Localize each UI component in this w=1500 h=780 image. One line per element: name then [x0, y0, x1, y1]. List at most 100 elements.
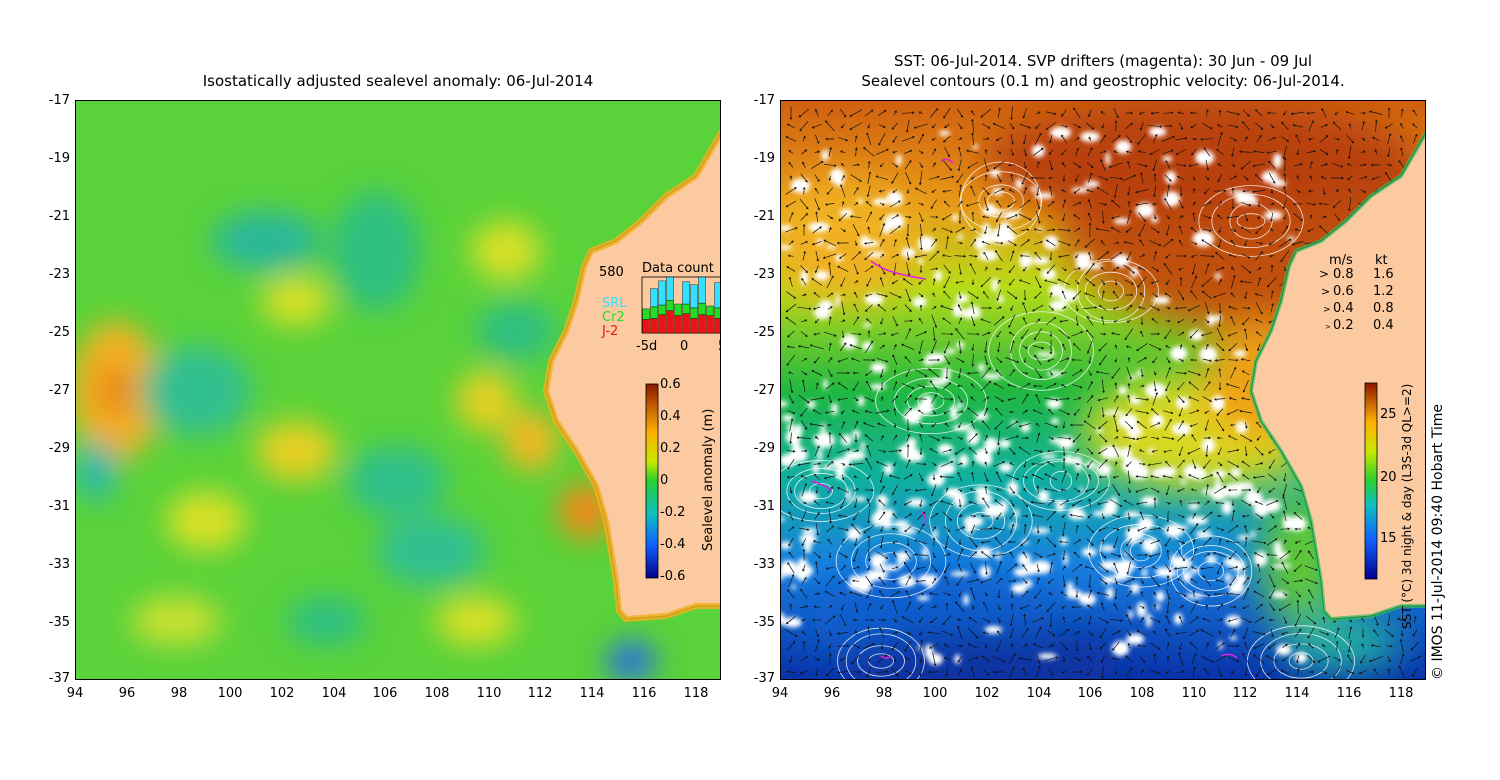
- velocity-arrow: [825, 203, 835, 206]
- velocity-arrow: [827, 423, 833, 427]
- velocity-arrow: [1125, 408, 1133, 417]
- velocity-arrow: [1022, 409, 1028, 415]
- velocity-arrow: [1136, 553, 1148, 557]
- cloud-patch: [852, 429, 861, 439]
- velocity-arrow: [1073, 397, 1082, 401]
- velocity-arrow: [815, 668, 819, 677]
- velocity-arrow: [1165, 319, 1171, 323]
- velocity-arrow: [1309, 214, 1313, 220]
- velocity-arrow: [1088, 615, 1092, 625]
- cloud-patch: [1225, 615, 1242, 627]
- velocity-arrow: [1135, 202, 1149, 207]
- velocity-arrow: [1137, 357, 1147, 363]
- velocity-arrow: [1086, 538, 1094, 546]
- velocity-arrow: [1035, 318, 1041, 324]
- velocity-arrow: [853, 397, 859, 402]
- velocity-arrow: [1254, 318, 1263, 323]
- velocity-arrow: [931, 605, 938, 609]
- velocity-arrow: [1061, 189, 1067, 193]
- cloud-patch: [978, 363, 985, 372]
- sealevel-anomaly-map[interactable]: 580 Data count SRL Cr2 J-2 -5d 0 5 0.6 0…: [75, 100, 721, 680]
- velocity-arrow: [994, 396, 1004, 403]
- velocity-arrow: [1307, 228, 1315, 233]
- velocity-arrow: [1166, 642, 1170, 650]
- velocity-arrow: [1257, 276, 1262, 287]
- velocity-arrow: [1321, 670, 1328, 674]
- velocity-arrow: [996, 630, 1001, 636]
- cloud-patch: [1271, 591, 1288, 598]
- cloud-patch: [1100, 545, 1115, 552]
- velocity-arrow: [913, 553, 928, 556]
- velocity-arrow: [891, 253, 900, 258]
- velocity-arrow: [992, 553, 1006, 558]
- velocity-arrow: [1137, 266, 1146, 271]
- velocity-arrow: [1088, 356, 1092, 364]
- velocity-arrow: [889, 200, 901, 208]
- velocity-arrow: [1255, 226, 1263, 235]
- velocity-arrow: [1218, 382, 1222, 391]
- velocity-arrow: [1153, 591, 1157, 596]
- velocity-arrow: [1190, 358, 1198, 362]
- velocity-arrow: [892, 540, 898, 544]
- velocity-arrow: [918, 279, 924, 285]
- velocity-arrow: [867, 160, 871, 169]
- velocity-arrow: [828, 262, 832, 276]
- velocity-arrow: [933, 278, 936, 286]
- velocity-arrow: [1095, 227, 1110, 232]
- right-x-tick: 94: [771, 686, 789, 701]
- velocity-arrow: [980, 551, 991, 559]
- velocity-arrow: [945, 602, 949, 611]
- velocity-arrow: [955, 526, 966, 532]
- sst-map[interactable]: m/s kt > 0.8 1.6 > 0.6 1.2 > 0.4 0.8 > 0…: [780, 100, 1426, 680]
- velocity-arrow: [828, 605, 833, 609]
- cloud-patch: [1068, 511, 1087, 520]
- velocity-arrow: [1412, 629, 1418, 637]
- velocity-arrow: [1045, 536, 1057, 548]
- velocity-arrow: [919, 304, 923, 311]
- velocity-arrow: [930, 199, 938, 210]
- velocity-arrow: [1113, 319, 1118, 323]
- velocity-arrow: [1140, 669, 1144, 675]
- velocity-arrow: [1292, 202, 1303, 206]
- velocity-arrow: [931, 393, 937, 404]
- velocity-arrow: [916, 566, 926, 570]
- velocity-arrow: [1124, 279, 1134, 285]
- velocity-arrow: [957, 159, 962, 172]
- velocity-arrow: [1023, 289, 1027, 301]
- velocity-arrow: [903, 474, 913, 480]
- velocity-arrow: [1348, 123, 1352, 129]
- velocity-arrow: [971, 279, 975, 286]
- velocity-arrow: [852, 618, 859, 622]
- velocity-arrow: [957, 123, 963, 130]
- svg-text:5: 5: [718, 339, 721, 354]
- cloud-patch: [1170, 346, 1188, 361]
- velocity-arrow: [929, 592, 939, 596]
- cloud-patch: [1103, 500, 1114, 515]
- velocity-arrow: [980, 318, 992, 324]
- velocity-arrow: [968, 255, 978, 258]
- velocity-arrow: [828, 175, 832, 181]
- velocity-arrow: [1035, 664, 1041, 679]
- velocity-arrow: [1256, 527, 1262, 531]
- velocity-arrow: [814, 445, 820, 457]
- velocity-arrow: [1112, 475, 1119, 479]
- velocity-arrow: [914, 539, 928, 545]
- data-count-bar-cr2: [666, 299, 674, 311]
- velocity-arrow: [1203, 381, 1211, 391]
- velocity-arrow: [1282, 510, 1287, 522]
- velocity-arrow: [1062, 655, 1066, 663]
- velocity-arrow: [811, 369, 823, 376]
- left-y-tick: -35: [48, 615, 70, 630]
- velocity-arrow: [1087, 147, 1093, 157]
- velocity-arrow: [1215, 501, 1225, 505]
- velocity-arrow: [1296, 599, 1300, 614]
- velocity-arrow: [866, 589, 872, 599]
- svg-text:20: 20: [1380, 470, 1397, 485]
- velocity-arrow: [1138, 111, 1145, 115]
- cloud-patch: [1063, 552, 1068, 566]
- velocity-arrow: [1243, 576, 1249, 585]
- cloud-patch: [1035, 191, 1041, 200]
- cloud-patch: [1272, 563, 1292, 569]
- velocity-arrow: [876, 293, 888, 298]
- velocity-arrow: [892, 631, 899, 635]
